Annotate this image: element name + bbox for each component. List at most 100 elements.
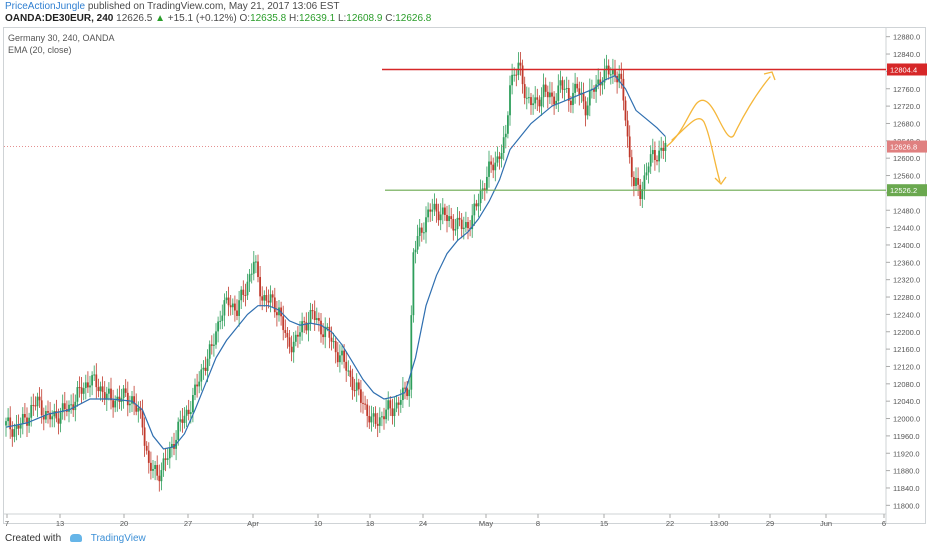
last-price-label: 12626.8: [890, 143, 917, 152]
candle-up: [215, 331, 217, 345]
candle-up: [542, 84, 545, 98]
candle-down: [271, 294, 274, 298]
candle-down: [126, 392, 129, 406]
candle-down: [435, 203, 438, 212]
candle-up: [572, 92, 574, 106]
candle-up: [395, 402, 398, 409]
candle-up: [59, 412, 62, 424]
candle-down: [330, 337, 333, 342]
y-tick-label: 12880.0: [893, 33, 920, 42]
candle-up: [250, 273, 253, 275]
candle-up: [605, 65, 608, 70]
candle-up: [509, 85, 511, 116]
candle-down: [624, 100, 627, 121]
candle-down: [181, 419, 184, 423]
candle-down: [328, 326, 331, 338]
y-tick-label: 11960.0: [893, 432, 920, 441]
candle-up: [427, 209, 429, 218]
candle-up: [399, 400, 402, 405]
candle-up: [177, 421, 180, 440]
x-tick-label: 10: [314, 519, 322, 528]
x-tick-label: Apr: [247, 519, 259, 528]
candle-down: [282, 316, 285, 331]
candle-down: [313, 311, 316, 320]
candle-up: [540, 97, 543, 107]
candle-up: [441, 207, 444, 215]
candle-up: [488, 161, 490, 177]
candle-down: [460, 219, 463, 230]
candle-down: [297, 334, 299, 337]
candle-up: [456, 217, 459, 230]
candle-up: [423, 232, 425, 234]
candle-down: [630, 157, 633, 178]
open-label: O:: [239, 13, 251, 24]
candle-up: [213, 344, 215, 346]
candle-up: [208, 344, 211, 359]
candle-down: [284, 330, 287, 333]
candle-down: [145, 445, 148, 451]
candle-up: [635, 177, 637, 186]
candle-up: [563, 88, 566, 90]
candle-up: [68, 404, 70, 412]
candle-down: [164, 458, 167, 460]
candle-down: [267, 300, 270, 303]
y-tick-label: 12760.0: [893, 85, 920, 94]
price-change: +15.1 (+0.12%): [167, 13, 237, 24]
candle-down: [360, 389, 362, 403]
candle-down: [626, 120, 629, 137]
candle-up: [658, 150, 660, 162]
candle-up: [479, 190, 482, 204]
candle-up: [557, 85, 560, 101]
candle-up: [160, 470, 163, 482]
y-tick-label: 11920.0: [893, 449, 920, 458]
y-tick-label: 12720.0: [893, 102, 920, 111]
candle-up: [61, 403, 64, 413]
candle-up: [664, 142, 667, 151]
candle-down: [320, 320, 322, 335]
candle-down: [446, 214, 448, 222]
candle-up: [192, 395, 194, 413]
candle-down: [351, 376, 354, 391]
candle-down: [210, 344, 213, 346]
candle-down: [444, 207, 446, 215]
author-link[interactable]: PriceActionJungle: [5, 1, 86, 12]
candle-up: [166, 458, 169, 460]
candle-up: [528, 97, 530, 99]
candle-up: [5, 421, 7, 426]
candle-up: [185, 409, 188, 416]
tradingview-brand[interactable]: TradingView: [90, 533, 146, 544]
candle-down: [229, 305, 232, 308]
candle-down: [492, 164, 495, 171]
ema-legend: EMA (20, close): [8, 45, 72, 55]
candle-up: [651, 150, 654, 155]
bullish-arrowhead-icon: [763, 71, 776, 81]
candle-up: [454, 229, 457, 231]
candle-down: [536, 97, 539, 100]
candle-up: [370, 416, 373, 423]
candle-up: [385, 409, 387, 420]
candle-down: [124, 388, 127, 393]
resistance-price-label-bg: [887, 63, 927, 76]
candle-down: [553, 96, 555, 105]
candle-down: [551, 92, 553, 97]
created-with-text: Created with: [5, 533, 62, 544]
candle-up: [299, 332, 301, 337]
candle-down: [628, 136, 631, 158]
candle-down: [78, 387, 81, 389]
candle-up: [500, 153, 503, 159]
x-tick-label: 8: [536, 519, 540, 528]
low-label: L:: [337, 13, 347, 24]
candle-down: [311, 310, 314, 312]
candle-up: [473, 203, 476, 216]
candle-up: [645, 172, 648, 176]
candle-up: [206, 358, 209, 371]
candle-up: [341, 350, 343, 356]
candle-down: [257, 261, 259, 277]
candle-up: [301, 321, 303, 333]
candle-up: [116, 396, 119, 401]
candle-up: [586, 105, 589, 116]
candle-down: [97, 387, 100, 392]
candle-down: [87, 382, 89, 388]
support-price-label-bg: [887, 184, 927, 197]
